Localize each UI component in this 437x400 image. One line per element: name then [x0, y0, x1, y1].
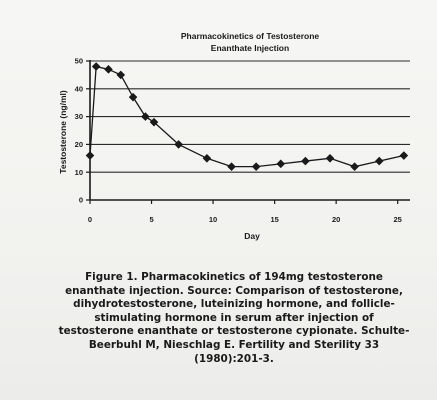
- y-axis: 0 10 20 30 40 50: [75, 57, 91, 205]
- data-point-11: [276, 159, 286, 169]
- y-tick-label-20: 20: [75, 140, 83, 149]
- caption-line-7: (1980):201-3.: [194, 352, 274, 365]
- data-point-16: [399, 151, 409, 160]
- x-tick-label-0: 0: [88, 215, 92, 224]
- y-axis-label: Testosterone (ng/ml): [58, 90, 68, 174]
- data-point-13: [325, 154, 335, 163]
- data-point-7: [174, 140, 183, 149]
- data-point-12: [301, 156, 310, 166]
- y-tick-label-30: 30: [75, 112, 83, 121]
- data-point-14: [350, 162, 359, 171]
- chart-title-line-2: Enanthate Injection: [211, 43, 289, 53]
- y-tick-label-50: 50: [75, 57, 83, 66]
- caption-line-1: Figure 1. Pharmacokinetics of 194mg test…: [85, 271, 383, 283]
- x-tick-label-25: 25: [394, 215, 402, 224]
- data-point-6: [149, 117, 159, 127]
- caption-line-2: enanthate injection. Source: Comparison …: [65, 284, 403, 297]
- data-point-1: [91, 62, 101, 71]
- x-tick-label-15: 15: [270, 215, 278, 224]
- data-point-2: [104, 65, 113, 74]
- caption-line-3: dihydrotestosterone, luteinizing hormone…: [73, 298, 395, 311]
- caption-line-5: testosterone enanthate or testosterone c…: [58, 325, 410, 338]
- x-axis: 0 5 10 15 20 25: [88, 199, 410, 224]
- data-point-5: [141, 112, 150, 121]
- data-series: [85, 62, 409, 171]
- data-point-3: [116, 70, 126, 80]
- data-point-0: [85, 151, 95, 160]
- gridlines: [90, 60, 410, 173]
- x-tick-label-10: 10: [209, 215, 217, 224]
- x-axis-label: Day: [244, 231, 260, 241]
- y-tick-label-40: 40: [75, 84, 83, 93]
- caption-line-6: Beerbuhl M, Nieschlag E. Fertility and S…: [88, 338, 380, 351]
- data-point-8: [202, 154, 212, 163]
- y-tick-label-10: 10: [75, 168, 83, 177]
- y-tick-label-0: 0: [79, 196, 83, 205]
- data-point-15: [374, 156, 384, 166]
- data-point-10: [251, 162, 261, 171]
- data-point-4: [128, 92, 138, 102]
- figure-caption: Figure 1. Pharmacokinetics of 194mg test…: [48, 271, 420, 366]
- caption-line-4: stimulating hormone in serum after injec…: [94, 311, 374, 324]
- data-point-9: [227, 162, 236, 171]
- x-tick-label-5: 5: [149, 215, 153, 224]
- x-tick-label-20: 20: [332, 215, 340, 224]
- chart-title-line-1: Pharmacokinetics of Testosterone: [181, 31, 320, 41]
